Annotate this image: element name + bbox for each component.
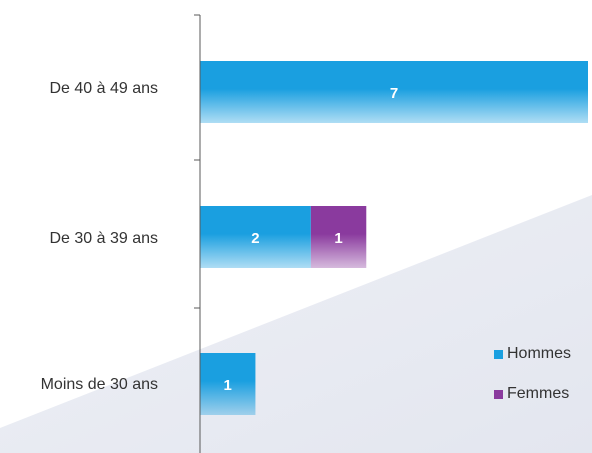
bar-hommes-1 — [200, 206, 311, 268]
legend: Hommes Femmes — [494, 344, 571, 424]
legend-label-femmes: Femmes — [507, 385, 570, 402]
category-label-40-49: De 40 à 49 ans — [49, 80, 158, 97]
category-label-30-39: De 30 à 39 ans — [49, 230, 158, 247]
data-label-hommes-0: 7 — [390, 85, 398, 102]
bar-hommes-2 — [200, 353, 256, 415]
data-label-hommes-1: 2 — [251, 230, 259, 247]
legend-label-hommes: Hommes — [507, 345, 572, 362]
category-label-under-30: Moins de 30 ans — [40, 376, 158, 393]
legend-item-femmes: Femmes — [494, 384, 571, 404]
bar-femmes-1 — [310, 206, 367, 268]
legend-swatch-hommes — [494, 349, 503, 359]
legend-item-hommes: Hommes — [494, 344, 571, 364]
legend-swatch-femmes — [494, 389, 503, 399]
data-label-hommes-2: 1 — [224, 377, 232, 394]
bar-hommes-0 — [200, 61, 588, 123]
data-label-femmes-1: 1 — [334, 230, 342, 247]
